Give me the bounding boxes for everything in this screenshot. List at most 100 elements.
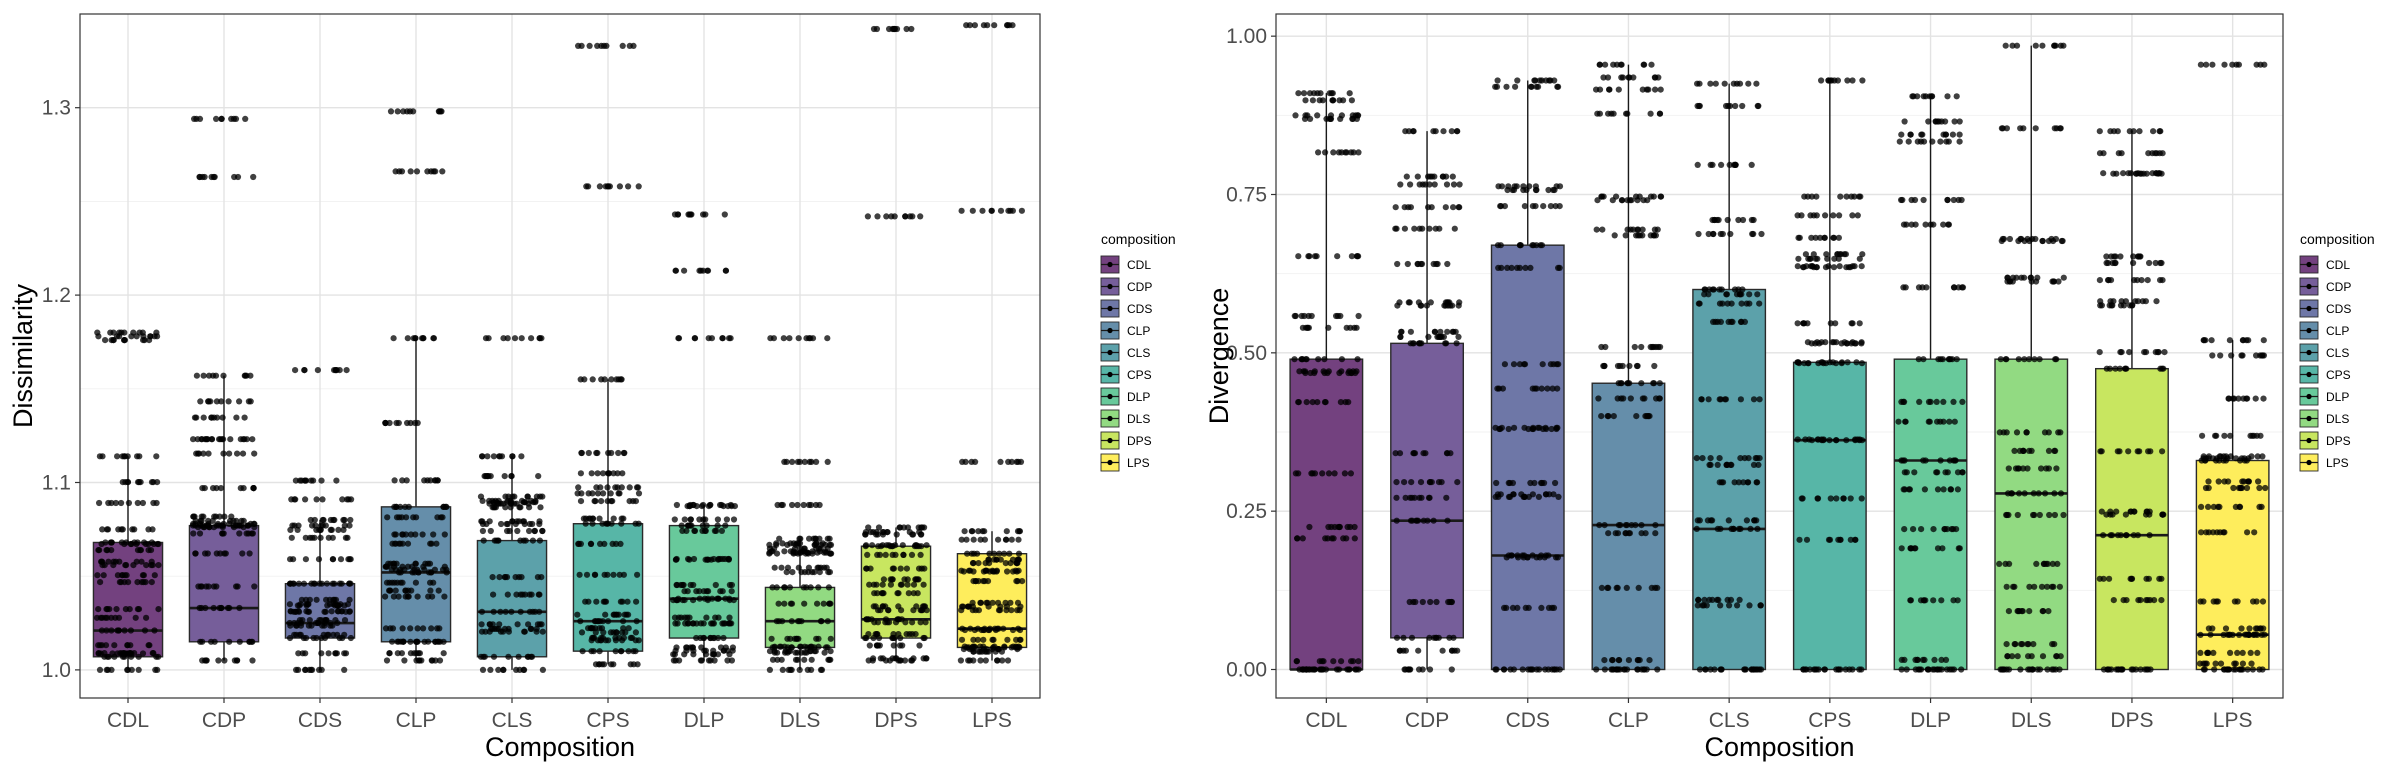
data-point — [1451, 225, 1458, 232]
data-point — [143, 562, 150, 569]
data-point — [917, 551, 924, 559]
data-point — [1794, 436, 1801, 443]
data-point — [809, 550, 816, 557]
data-point — [528, 335, 535, 342]
data-point — [1753, 517, 1760, 524]
data-point — [2239, 352, 2246, 359]
data-point — [1830, 234, 1837, 241]
data-point — [138, 558, 145, 565]
data-point — [399, 563, 406, 570]
data-point — [710, 647, 717, 654]
data-point — [1809, 263, 1816, 270]
data-point — [1842, 666, 1849, 673]
data-point — [1430, 634, 1438, 641]
data-point — [420, 625, 427, 632]
data-point — [1920, 356, 1927, 363]
data-point — [1303, 399, 1310, 406]
data-point — [301, 367, 308, 374]
data-point — [1454, 479, 1461, 486]
data-point — [1432, 128, 1439, 135]
legend-label: LPS — [1127, 456, 1150, 470]
data-point — [303, 608, 310, 615]
data-point — [104, 614, 111, 621]
data-point — [1503, 83, 1510, 90]
data-point — [966, 646, 973, 653]
data-point — [969, 207, 976, 214]
data-point — [579, 648, 586, 655]
data-point — [1353, 324, 1360, 331]
data-point — [528, 653, 536, 660]
data-point — [1830, 264, 1838, 271]
jitter-points — [574, 42, 643, 668]
data-point — [797, 643, 804, 650]
data-point — [1292, 470, 1299, 477]
data-point — [328, 608, 335, 615]
data-point — [2111, 253, 2118, 260]
data-point — [1626, 362, 1633, 370]
data-point — [589, 515, 597, 522]
data-point — [2133, 170, 2140, 177]
data-point — [1959, 469, 1966, 476]
data-point — [575, 484, 582, 491]
data-point — [517, 537, 524, 544]
data-point — [340, 526, 347, 534]
data-point — [538, 574, 545, 581]
data-point — [390, 563, 398, 570]
data-point — [221, 550, 228, 557]
data-point — [2031, 583, 2038, 590]
data-point — [196, 115, 204, 122]
data-point — [1511, 424, 1518, 431]
data-point — [773, 584, 780, 591]
data-point — [1401, 225, 1408, 232]
data-point — [2159, 448, 2166, 455]
data-point — [2250, 432, 2257, 439]
data-point — [479, 518, 486, 525]
data-point — [1804, 339, 1811, 346]
data-point — [1393, 494, 1400, 501]
x-tick-label: DPS — [2110, 709, 2153, 732]
data-point — [103, 627, 110, 634]
legend-label: CDP — [1127, 280, 1152, 294]
data-point — [1394, 260, 1401, 268]
data-point — [1946, 418, 1953, 425]
legend-label: CLP — [1127, 324, 1150, 338]
data-point — [528, 591, 535, 598]
data-point — [2030, 490, 2037, 497]
x-tick-label: DLP — [1910, 709, 1951, 732]
data-point — [1925, 118, 1932, 125]
data-point — [99, 614, 106, 621]
data-point — [1654, 226, 1661, 233]
data-point — [1934, 545, 1942, 552]
data-point — [578, 629, 586, 636]
x-axis-title: Composition — [485, 732, 635, 762]
data-point — [2136, 448, 2143, 455]
data-point — [2012, 641, 2019, 648]
data-point — [681, 516, 688, 523]
data-point — [251, 583, 258, 590]
data-point — [800, 584, 807, 591]
data-point — [497, 628, 504, 635]
data-point — [1004, 22, 1011, 29]
data-point — [2158, 597, 2165, 604]
data-point — [1635, 226, 1642, 233]
data-point — [889, 551, 896, 559]
data-point — [325, 631, 332, 638]
data-point — [629, 634, 636, 642]
data-point — [674, 211, 682, 218]
data-point — [875, 524, 883, 531]
data-point — [2203, 61, 2210, 68]
data-point — [1902, 418, 1909, 425]
data-point — [1514, 604, 1521, 612]
data-point — [2050, 666, 2057, 673]
data-point — [1600, 193, 1607, 200]
data-point — [1735, 479, 1742, 486]
data-point — [1718, 161, 1725, 168]
data-point — [1635, 584, 1642, 592]
data-point — [1652, 522, 1659, 529]
data-point — [2231, 395, 2238, 402]
data-point — [287, 622, 294, 629]
data-point — [1550, 361, 1557, 368]
data-point — [345, 496, 352, 503]
data-point — [958, 536, 965, 543]
data-point — [2033, 560, 2040, 568]
